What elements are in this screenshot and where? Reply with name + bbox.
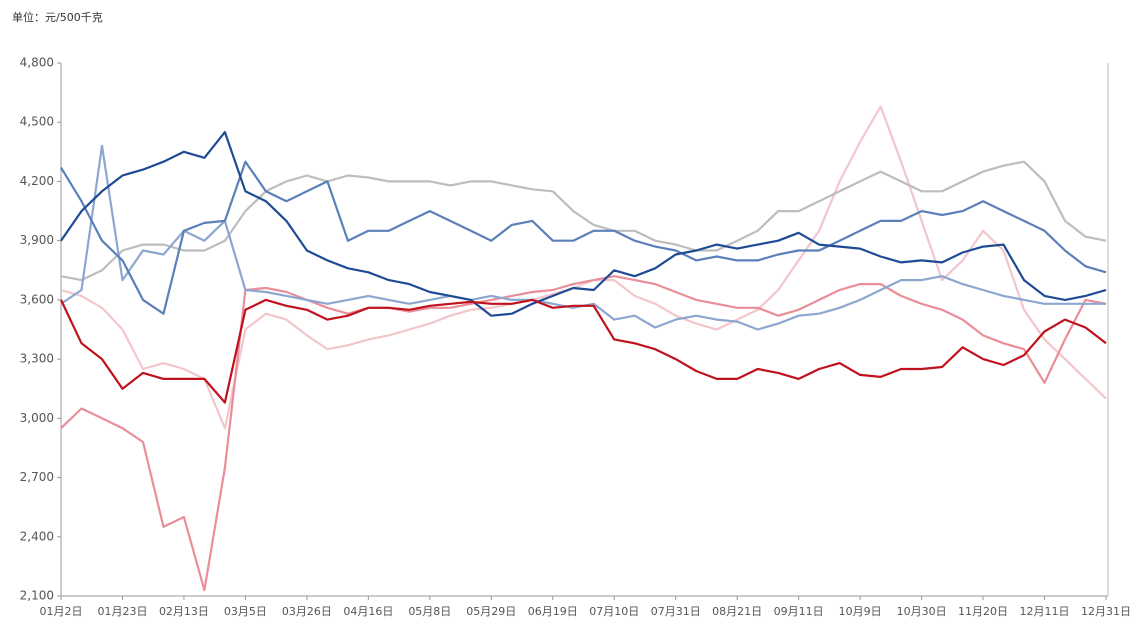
x-tick-label: 07月31日: [651, 605, 701, 618]
y-tick-label: 2,700: [20, 470, 54, 484]
y-tick-label: 4,500: [20, 115, 54, 129]
x-tick-label: 07月10日: [589, 605, 639, 618]
x-tick-label: 04月16日: [343, 605, 393, 618]
x-tick-label: 05月29日: [466, 605, 516, 618]
x-tick-label: 03月5日: [224, 605, 267, 618]
unit-label: 单位：元/500千克: [12, 10, 103, 24]
x-tick-label: 12月31日: [1081, 605, 1131, 618]
series-line: [60, 298, 1107, 404]
x-tick-label: 11月20日: [958, 605, 1008, 618]
y-tick-label: 2,400: [20, 529, 54, 543]
x-tick-label: 01月23日: [97, 605, 147, 618]
x-tick-label: 12月11日: [1020, 605, 1070, 618]
series-line: [60, 144, 1106, 331]
x-tick-label: 10月30日: [897, 605, 947, 618]
y-tick-label: 3,300: [20, 352, 54, 366]
x-tick-label: 08月21日: [712, 605, 762, 618]
series-line: [60, 105, 1107, 430]
series-line: [60, 160, 1107, 315]
x-tick-label: 02月13日: [159, 605, 209, 618]
x-tick-label: 06月19日: [528, 605, 578, 618]
y-tick-label: 3,900: [20, 233, 54, 247]
x-tick-label: 10月9日: [839, 605, 882, 618]
x-tick-label: 05月8日: [408, 605, 451, 618]
y-tick-label: 2,100: [20, 589, 54, 603]
x-tick-label: 09月11日: [774, 605, 824, 618]
x-tick-label: 03月26日: [282, 605, 332, 618]
series-line: [60, 275, 1107, 592]
series-line: [60, 131, 1107, 317]
y-tick-label: 3,000: [20, 411, 54, 425]
y-tick-label: 3,600: [20, 292, 54, 306]
y-tick-label: 4,200: [20, 174, 54, 188]
x-tick-label: 01月2日: [40, 605, 83, 618]
y-tick-label: 4,800: [20, 56, 54, 70]
series-line: [60, 160, 1107, 282]
